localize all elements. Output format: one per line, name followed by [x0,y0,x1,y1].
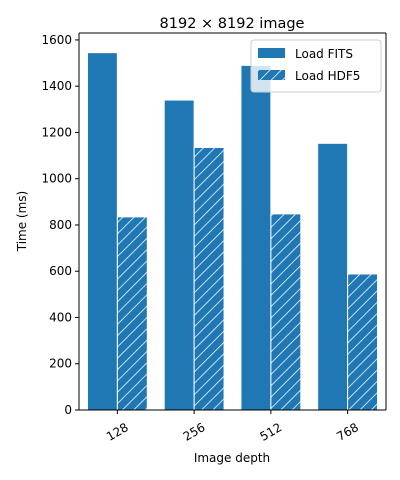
y-tick-label: 1000 [41,172,72,186]
bars-group [87,53,377,410]
y-tick-label: 1400 [41,79,72,93]
bar-fits-256 [164,100,194,410]
x-tick-label: 128 [104,420,131,444]
bar-hdf5-768 [348,274,378,410]
x-tick-label: 768 [334,420,361,444]
legend-swatch-fits [258,48,285,58]
bar-fits-128 [87,53,117,410]
y-tick-label: 0 [64,403,72,417]
bar-fits-768 [318,143,348,410]
x-axis-label: Image depth [194,451,270,465]
legend-label-hdf5: Load HDF5 [295,69,360,83]
legend-swatch-hdf5 [258,70,285,80]
y-axis-label: Time (ms) [15,191,29,253]
bar-hdf5-256 [194,147,224,410]
y-tick-label: 400 [49,310,72,324]
y-tick-label: 200 [49,357,72,371]
bar-hdf5-512 [271,214,301,410]
y-tick-label: 800 [49,218,72,232]
legend-label-fits: Load FITS [295,47,353,61]
bar-fits-512 [241,65,271,410]
y-axis-ticks: 0 200 400 600 800 1000 1200 1400 1600 [41,33,79,417]
legend: Load FITS Load HDF5 [251,40,381,92]
y-tick-label: 1600 [41,33,72,47]
x-axis-ticks: 128 256 512 768 [104,410,361,444]
chart-title: 8192 × 8192 image [160,16,305,32]
y-tick-label: 1200 [41,125,72,139]
y-tick-label: 600 [49,264,72,278]
x-tick-label: 256 [181,420,208,444]
bar-hdf5-128 [117,217,147,410]
x-tick-label: 512 [257,420,284,444]
